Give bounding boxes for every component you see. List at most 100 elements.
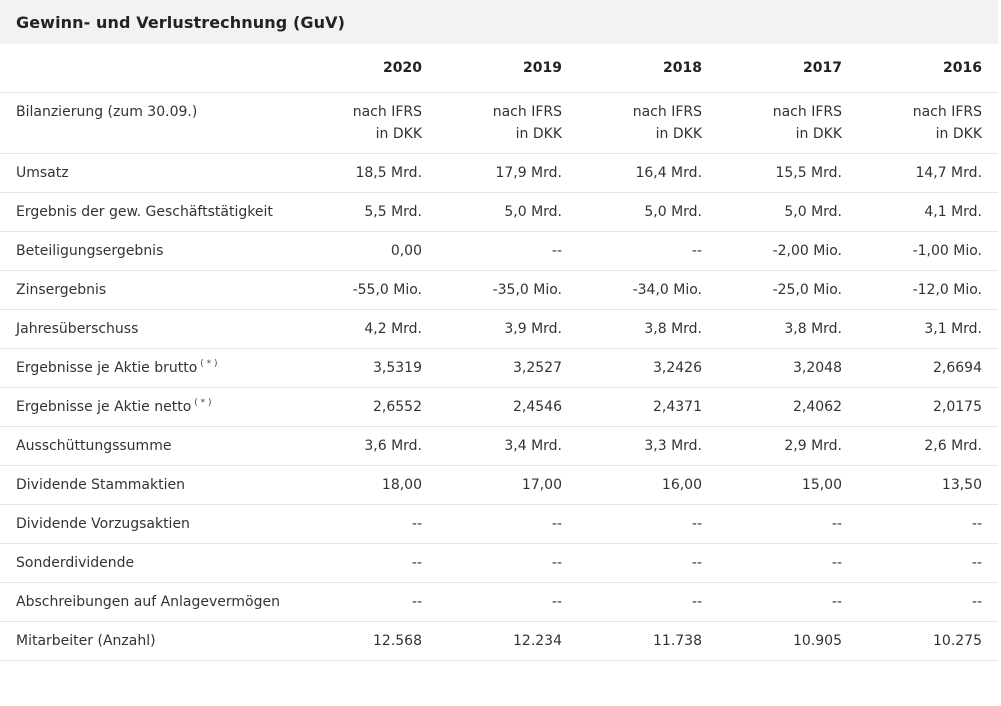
row-label-text: Jahresüberschuss — [16, 320, 139, 337]
table-cell: 2,4062 — [718, 387, 858, 427]
table-cell: 15,00 — [718, 465, 858, 505]
table-cell: -- — [578, 582, 718, 622]
row-label-text: Umsatz — [16, 164, 69, 181]
table-cell: -- — [718, 543, 858, 583]
cell-line: nach IFRS — [632, 103, 702, 120]
year-header: 2018 — [578, 44, 718, 93]
year-header: 2020 — [298, 44, 438, 93]
table-cell: 18,5 Mrd. — [298, 153, 438, 193]
table-cell: 5,0 Mrd. — [578, 192, 718, 232]
table-cell: -- — [438, 543, 578, 583]
table-cell: 16,00 — [578, 465, 718, 505]
year-header: 2019 — [438, 44, 578, 93]
table-cell: 3,4 Mrd. — [438, 426, 578, 466]
table-cell: -55,0 Mio. — [298, 270, 438, 310]
section-header: Gewinn- und Verlustrechnung (GuV) — [0, 0, 998, 44]
table-cell: 5,5 Mrd. — [298, 192, 438, 232]
table-header-row: 2020 2019 2018 2017 2016 — [0, 44, 998, 93]
table-cell: 3,9 Mrd. — [438, 309, 578, 349]
table-cell: 3,8 Mrd. — [578, 309, 718, 349]
table-cell: -34,0 Mio. — [578, 270, 718, 310]
table-cell: -12,0 Mio. — [858, 270, 998, 310]
year-header: 2017 — [718, 44, 858, 93]
row-label: Abschreibungen auf Anlagevermögen — [0, 582, 298, 622]
table-cell: -- — [718, 504, 858, 544]
table-cell: 2,6 Mrd. — [858, 426, 998, 466]
table-cell: -- — [578, 231, 718, 271]
table-cell: 2,4546 — [438, 387, 578, 427]
row-label: Mitarbeiter (Anzahl) — [0, 621, 298, 661]
table-cell: 15,5 Mrd. — [718, 153, 858, 193]
table-cell: 2,9 Mrd. — [718, 426, 858, 466]
table-cell: 5,0 Mrd. — [718, 192, 858, 232]
table-cell: -- — [438, 504, 578, 544]
table-row: Sonderdividende -- -- -- -- -- — [0, 543, 998, 583]
table-cell: -- — [578, 504, 718, 544]
table-row: Beteiligungsergebnis 0,00 -- -- -2,00 Mi… — [0, 231, 998, 271]
table-cell: -- — [438, 582, 578, 622]
table-cell: -- — [718, 582, 858, 622]
table-cell: -- — [298, 582, 438, 622]
table-row: Umsatz 18,5 Mrd. 17,9 Mrd. 16,4 Mrd. 15,… — [0, 153, 998, 193]
table-row: Ausschüttungssumme 3,6 Mrd. 3,4 Mrd. 3,3… — [0, 426, 998, 466]
table-cell: 4,2 Mrd. — [298, 309, 438, 349]
table-cell: -- — [438, 231, 578, 271]
table-row: Dividende Vorzugsaktien -- -- -- -- -- — [0, 504, 998, 544]
table-cell: 14,7 Mrd. — [858, 153, 998, 193]
table-cell: 2,6552 — [298, 387, 438, 427]
row-label: Dividende Vorzugsaktien — [0, 504, 298, 544]
row-label-text: Abschreibungen auf Anlagevermögen — [16, 593, 280, 610]
table-row: Abschreibungen auf Anlagevermögen -- -- … — [0, 582, 998, 622]
table-cell: nach IFRS in DKK — [578, 92, 718, 154]
cell-line: in DKK — [655, 125, 702, 142]
table-cell: 0,00 — [298, 231, 438, 271]
year-header: 2016 — [858, 44, 998, 93]
table-cell: 16,4 Mrd. — [578, 153, 718, 193]
cell-line: in DKK — [795, 125, 842, 142]
table-cell: 12.568 — [298, 621, 438, 661]
table-cell: nach IFRS in DKK — [298, 92, 438, 154]
row-label-text: Ergebnisse je Aktie netto — [16, 398, 192, 415]
row-label: Sonderdividende — [0, 543, 298, 583]
row-label-text: Dividende Stammaktien — [16, 476, 185, 493]
row-label: Ausschüttungssumme — [0, 426, 298, 466]
table-cell: 4,1 Mrd. — [858, 192, 998, 232]
table-cell: 2,4371 — [578, 387, 718, 427]
table-cell: -25,0 Mio. — [718, 270, 858, 310]
row-label-text: Beteiligungsergebnis — [16, 242, 164, 259]
cell-line: nach IFRS — [772, 103, 842, 120]
table-row: Jahresüberschuss 4,2 Mrd. 3,9 Mrd. 3,8 M… — [0, 309, 998, 349]
table-cell: -35,0 Mio. — [438, 270, 578, 310]
row-label: Jahresüberschuss — [0, 309, 298, 349]
footnote-marker: ( * ) — [194, 397, 212, 408]
table-row: Ergebnis der gew. Geschäftstätigkeit 5,5… — [0, 192, 998, 232]
table-row: Zinsergebnis -55,0 Mio. -35,0 Mio. -34,0… — [0, 270, 998, 310]
table-row: Ergebnisse je Aktie netto( * ) 2,6552 2,… — [0, 387, 998, 427]
table-cell: 5,0 Mrd. — [438, 192, 578, 232]
table-cell: -- — [858, 543, 998, 583]
table-cell: 11.738 — [578, 621, 718, 661]
table-cell: 3,2527 — [438, 348, 578, 388]
table-cell: 3,5319 — [298, 348, 438, 388]
cell-line: nach IFRS — [352, 103, 422, 120]
row-label: Umsatz — [0, 153, 298, 193]
table-row: Mitarbeiter (Anzahl) 12.568 12.234 11.73… — [0, 621, 998, 661]
table-row: Bilanzierung (zum 30.09.) nach IFRS in DK… — [0, 92, 998, 154]
table-cell: -- — [858, 504, 998, 544]
table-row: Dividende Stammaktien 18,00 17,00 16,00 … — [0, 465, 998, 505]
footnote-marker: ( * ) — [200, 358, 218, 369]
row-label-text: Ergebnisse je Aktie brutto — [16, 359, 198, 376]
table-cell: 18,00 — [298, 465, 438, 505]
row-label: Ergebnis der gew. Geschäftstätigkeit — [0, 192, 298, 232]
table-cell: nach IFRS in DKK — [718, 92, 858, 154]
row-label: Beteiligungsergebnis — [0, 231, 298, 271]
row-label-text: Sonderdividende — [16, 554, 135, 571]
cell-line: nach IFRS — [492, 103, 562, 120]
table-cell: 17,9 Mrd. — [438, 153, 578, 193]
row-label-text: Bilanzierung (zum 30.09.) — [16, 103, 198, 120]
table-cell: 3,6 Mrd. — [298, 426, 438, 466]
income-statement-table: 2020 2019 2018 2017 2016 Bilanzierung (z… — [0, 44, 998, 661]
table-cell: 3,3 Mrd. — [578, 426, 718, 466]
table-row: Ergebnisse je Aktie brutto( * ) 3,5319 3… — [0, 348, 998, 388]
table-cell: -1,00 Mio. — [858, 231, 998, 271]
